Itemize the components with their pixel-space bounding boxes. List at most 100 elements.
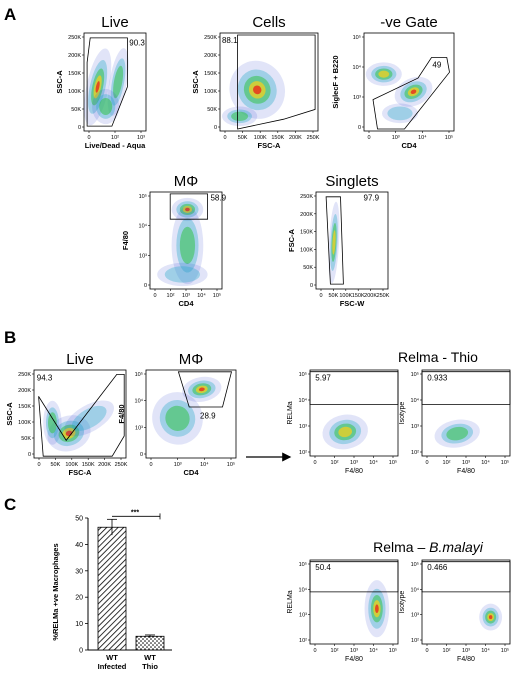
bar-ylabel: %RELMa +ve Macrophages	[51, 543, 60, 640]
plot-b-macro-cloud-2	[152, 392, 203, 445]
plot-b-isotype-frame	[421, 369, 511, 457]
plot-a-cells-xtick-label: 150K	[271, 135, 284, 141]
plot-b-live-ytick-label: 150K	[18, 404, 31, 410]
plot-b-macro-ytick-label: 0	[140, 452, 143, 458]
plot-b-relma-cloud-1	[322, 414, 368, 450]
plot-b-relma-density	[322, 414, 368, 450]
plot-b-macro-ytick-label: 10⁵	[135, 371, 143, 378]
plot-c-relma-ytick-label: 10²	[299, 638, 307, 644]
plot-a-cells-density	[221, 60, 286, 127]
plot-b-isotype-ylabel: Isotype	[399, 402, 406, 425]
plot-b-isotype-ytick-label: 10⁴	[411, 397, 420, 404]
plot-b-live-cloud-3	[64, 400, 114, 437]
plot-a-live-ytick-label: 0	[78, 125, 81, 131]
plot-b-relma-ytick-label: 10³	[299, 424, 307, 430]
plot-a-live-title: Live	[101, 14, 129, 31]
plot-c-relma-frame	[309, 559, 399, 645]
plot-b-isotype-cloud-1	[434, 419, 480, 448]
plot-c-isotype-cloud-1-layer-5	[488, 615, 493, 620]
plot-a-singlets-xlabel: FSC-W	[340, 299, 365, 308]
plot-c-relma-xtick-label: 10³	[350, 648, 358, 654]
plot-c-isotype-cloud-1	[479, 603, 503, 631]
plot-a-cells-gate-value: 88.1	[222, 36, 238, 45]
plot-a-macro-xtick-label: 10²	[167, 293, 175, 299]
plot-a-singlets-ytick-label: 0	[310, 283, 313, 289]
plot-b-macro-cloud-1	[182, 376, 222, 402]
plot-a-cells-ytick-label: 100K	[204, 89, 217, 95]
plot-a-cells-ytick-label: 150K	[204, 71, 217, 77]
plot-a-singlets-cloud-1	[328, 201, 340, 284]
plot-b-macro-xtick-label: 10⁵	[227, 461, 235, 468]
bar-ytick-label: 50	[75, 516, 83, 523]
plot-a-live-ytick-label: 150K	[68, 71, 81, 77]
plot-a-singlets-xtick-label: 150K	[352, 293, 365, 299]
panel-label-b: B	[4, 328, 16, 347]
plot-b-relma-ytick-label: 10²	[299, 450, 307, 456]
plot-c-relma: 10⁵ 10⁴ 10³ 10² 0 10² 10³ 10⁴ 10⁵ F4/80 RELMa 50.4	[287, 559, 399, 663]
bar-wt-thio	[135, 635, 165, 651]
plot-c-isotype: 10⁵ 10⁴ 10³ 10² 0 10² 10³ 10⁴ 10⁵ F4/80 Isotype 0.4…	[399, 559, 511, 663]
plot-a-cells-cloud-1-layer-5	[253, 85, 262, 95]
plot-c-isotype-xtick-label: 0	[425, 648, 428, 654]
plot-b-live-ytick-label: 100K	[18, 420, 31, 426]
plot-b-isotype-xlabel: F4/80	[457, 468, 475, 475]
plot-c-relma-cloud-1-layer-5	[375, 604, 379, 614]
plot-b-relma-frame	[309, 369, 399, 457]
plot-b-live-cloud-3-layer-1	[64, 400, 114, 437]
plot-b-live-xlabel: FSC-A	[69, 468, 92, 477]
plot-b-live-cloud-2-layer-3	[47, 412, 57, 434]
plot-b-relma-xtick-label: 10³	[350, 460, 358, 466]
plot-a-singlets-cloud-1-layer-4	[332, 230, 336, 255]
plot-a-neg-cloud-3-layer-2	[387, 106, 413, 121]
plot-a-singlets-gate	[325, 196, 344, 285]
plot-a-macro-xlabel: CD4	[178, 299, 194, 308]
bar-category-label: Thio	[142, 662, 158, 671]
plot-a-cells-gate	[237, 34, 316, 130]
plot-a-macro-gate	[169, 193, 209, 220]
bar-ytick-label: 40	[75, 542, 83, 549]
bar-category-label: Infected	[98, 662, 127, 671]
plot-b-live-title: Live	[66, 351, 94, 368]
plot-a-neg-title: -ve Gate	[380, 14, 438, 31]
plot-a-neg-ylabel: SiglecF + B220	[331, 55, 340, 108]
plot-b-macro-ytick-label: 10³	[135, 425, 143, 431]
plot-a-cells-cloud-2-layer-3	[231, 111, 249, 122]
plot-a-cells-ylabel: SSC-A	[191, 70, 200, 94]
plot-b-relma-cloud-1-layer-4	[338, 426, 353, 438]
plot-a-live-xtick-label: 0	[87, 135, 90, 141]
plot-a-singlets-ytick-label: 100K	[300, 247, 313, 253]
plot-a-neg-cloud-3	[382, 103, 418, 124]
plot-c-relma-xlabel: F4/80	[345, 656, 363, 663]
plot-a-neg-xtick-label: 10⁵	[445, 134, 453, 141]
plot-a-live-cloud-2-layer-3	[113, 65, 124, 99]
plot-c-relma-xtick-label: 0	[313, 648, 316, 654]
relma-bmalayi-prefix: Relma –	[373, 539, 429, 555]
plot-b-live-density	[43, 400, 114, 452]
plot-b-macro-xlabel: CD4	[183, 468, 199, 477]
plot-a-live-cloud-1-layer-5	[95, 81, 100, 93]
panel-label-c: C	[4, 495, 16, 514]
plot-a-macro-ytick-label: 10⁴	[139, 223, 148, 230]
relma-bmalayi-title: Relma – B.malayi	[373, 539, 484, 555]
plot-c-relma-ytick-label: 10⁴	[299, 586, 308, 593]
plot-a-cells-xtick-label: 0	[223, 135, 226, 141]
plot-a-macro-cloud-3-layer-1	[157, 262, 208, 287]
plot-b-macro-xtick-label: 10³	[174, 462, 182, 468]
plot-a-singlets-ylabel: FSC-A	[287, 228, 296, 251]
plot-b-live-ytick-label: 0	[28, 452, 31, 458]
plot-a-macro-ytick-label: 10³	[139, 253, 147, 259]
plot-a-macro-ylabel: F4/80	[121, 231, 130, 250]
plot-b-relma-gate	[309, 371, 399, 405]
plot-a-neg-xtick-label: 10⁴	[418, 134, 427, 141]
plot-a-macro-xtick-label: 10³	[182, 293, 190, 299]
bar-category-label: WT	[106, 653, 118, 662]
bar-category-label: WT	[144, 653, 156, 662]
plot-a-cells-ytick-label: 200K	[204, 53, 217, 59]
plot-b-live-xtick-label: 0	[37, 462, 40, 468]
plot-b-relma-xtick-label: 0	[313, 460, 316, 466]
plot-b-relma-xlabel: F4/80	[345, 468, 363, 475]
